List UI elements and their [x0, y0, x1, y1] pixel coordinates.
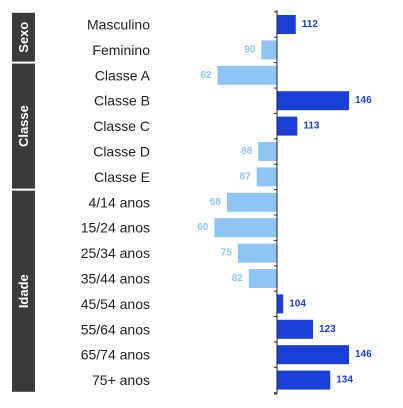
value-label-45-54-anos: 104	[289, 298, 306, 309]
category-label-35-44-anos: 35/44 anos	[81, 271, 150, 287]
bar-classe-c	[277, 116, 298, 136]
bar-classe-e	[256, 167, 277, 187]
category-label-15-24-anos: 15/24 anos	[81, 220, 150, 236]
bar-feminino	[261, 40, 277, 60]
category-label-masculino: Masculino	[87, 17, 150, 33]
bar-classe-d	[258, 142, 277, 161]
bar-25-34-anos	[237, 243, 277, 263]
value-label-15-24-anos: 60	[197, 222, 209, 233]
bar-65-74-anos	[277, 345, 349, 365]
category-label-4-14-anos: 4/14 anos	[89, 194, 151, 210]
value-label-65-74-anos: 146	[355, 349, 372, 360]
bar-classe-a	[217, 65, 277, 85]
value-label-classe-d: 88	[241, 146, 253, 157]
value-label-classe-c: 113	[303, 121, 320, 132]
group-label-sexo: Sexo	[16, 22, 31, 53]
category-label-classe-d: Classe D	[93, 144, 150, 160]
group-label-classe: Classe	[16, 105, 31, 147]
bar-45-54-anos	[277, 294, 284, 314]
category-label-45-54-anos: 45/54 anos	[81, 296, 150, 312]
group-band-classe	[12, 63, 35, 189]
value-label-25-34-anos: 75	[221, 248, 233, 259]
group-band-sexo	[12, 12, 35, 62]
bar-55-64-anos	[277, 319, 313, 339]
category-label-feminino: Feminino	[92, 42, 150, 58]
value-label-35-44-anos: 82	[232, 273, 244, 284]
value-label-classe-b: 146	[355, 95, 372, 106]
category-label-classe-e: Classe E	[94, 169, 150, 185]
category-label-25-34-anos: 25/34 anos	[81, 245, 150, 261]
bar-15-24-anos	[214, 218, 277, 238]
group-band-idade	[12, 190, 35, 392]
bar-4-14-anos	[226, 192, 277, 212]
category-label-55-64-anos: 55/64 anos	[81, 321, 150, 337]
category-label-classe-b: Classe B	[94, 93, 150, 109]
value-label-feminino: 90	[244, 44, 256, 55]
bar-classe-b	[277, 91, 349, 111]
category-label-65-74-anos: 65/74 anos	[81, 347, 150, 363]
bar-masculino	[277, 15, 296, 34]
value-label-75-anos: 134	[336, 375, 353, 386]
category-label-classe-c: Classe C	[93, 118, 150, 134]
value-label-classe-e: 87	[240, 171, 252, 182]
value-label-masculino: 112	[302, 19, 319, 30]
value-label-classe-a: 62	[200, 70, 212, 81]
category-label-75-anos: 75+ anos	[92, 372, 150, 388]
group-label-idade: Idade	[16, 274, 31, 308]
bar-35-44-anos	[248, 269, 277, 288]
bar-75-anos	[277, 370, 331, 390]
value-label-55-64-anos: 123	[319, 324, 336, 335]
category-label-classe-a: Classe A	[95, 67, 151, 83]
value-label-4-14-anos: 68	[210, 197, 222, 208]
